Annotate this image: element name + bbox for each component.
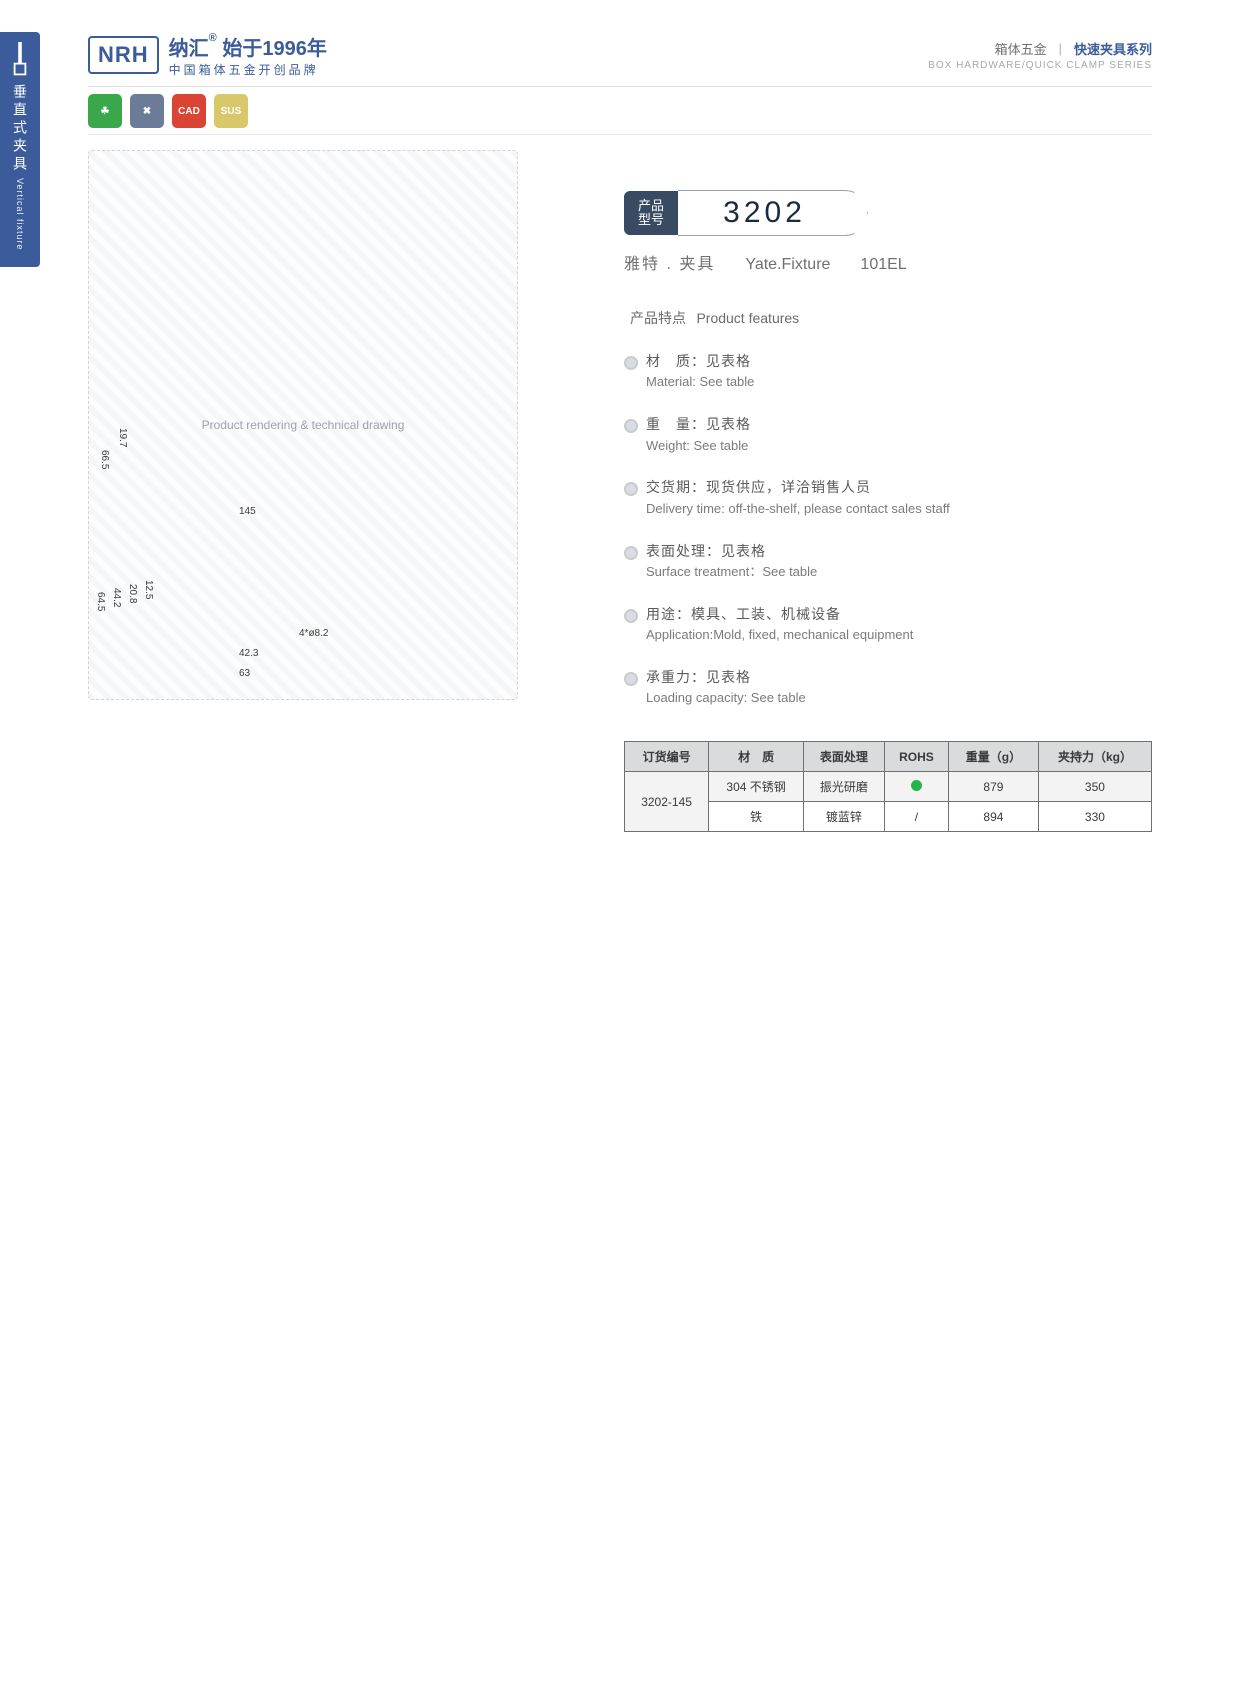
feature-cn: 材 质：见表格 — [646, 353, 751, 369]
rohs-dot-icon — [911, 780, 922, 791]
features-title-en: Product features — [696, 310, 799, 326]
features-title: 产品特点 Product features — [624, 308, 1152, 328]
badge-label: 产品 型号 — [624, 191, 678, 236]
header-right: 箱体五金 | 快速夹具系列 BOX HARDWARE/QUICK CLAMP S… — [928, 39, 1152, 71]
feature-cn: 表面处理：见表格 — [646, 543, 766, 559]
left-column: Product rendering & technical drawing 14… — [88, 150, 608, 832]
table-cell: 镀蓝锌 — [804, 802, 885, 832]
table-header-cell: 订货编号 — [625, 742, 709, 772]
feature-item: 交货期：现货供应，详洽销售人员 Delivery time: off-the-sh… — [624, 466, 1152, 529]
spec-table: 订货编号材 质表面处理ROHS重量（g）夹持力（kg） 3202-145304 … — [624, 741, 1152, 832]
feature-cn: 用途：模具、工装、机械设备 — [646, 606, 841, 622]
feature-en: Application:Mold, fixed, mechanical equi… — [646, 625, 1152, 646]
badge-code: 3202 — [678, 190, 868, 236]
brand-r: ® — [209, 32, 217, 44]
badge-tools-icon: ✖ — [130, 94, 164, 128]
dim-66: 66.5 — [99, 450, 110, 469]
brand-subline: 中国箱体五金开创品牌 — [169, 61, 327, 78]
technical-drawing: Product rendering & technical drawing 14… — [88, 150, 518, 700]
side-tab-en: Vertical fixture — [15, 178, 25, 251]
features-list: 材 质：见表格 Material: See table 重 量：见表格 Weight:… — [624, 340, 1152, 719]
feature-cn: 承重力：见表格 — [646, 669, 751, 685]
dim-holes: 4*ø8.2 — [299, 628, 328, 639]
table-cell: 894 — [949, 802, 1039, 832]
header-divider — [88, 86, 1152, 87]
feature-item: 承重力：见表格 Loading capacity: See table — [624, 656, 1152, 719]
cell-partno: 3202-145 — [625, 772, 709, 832]
clamp-icon — [11, 42, 29, 78]
header-cn1: 箱体五金 — [995, 39, 1047, 58]
feature-item: 用途：模具、工装、机械设备 Application:Mold, fixed, me… — [624, 593, 1152, 656]
drawing-caption: Product rendering & technical drawing — [202, 418, 405, 432]
table-header-row: 订货编号材 质表面处理ROHS重量（g）夹持力（kg） — [625, 742, 1152, 772]
main: Product rendering & technical drawing 14… — [88, 150, 1152, 832]
product-subtitle: 雅特 . 夹具 Yate.Fixture 101EL — [624, 250, 1152, 274]
table-cell: 振光研磨 — [804, 772, 885, 802]
side-tab-cn: 垂直式夹具 — [10, 84, 30, 174]
feature-en: Surface treatment：See table — [646, 562, 1152, 583]
header-cn2: 快速夹具系列 — [1074, 39, 1152, 58]
feature-item: 材 质：见表格 Material: See table — [624, 340, 1152, 403]
features-title-cn: 产品特点 — [630, 310, 686, 326]
table-header-cell: 夹持力（kg） — [1038, 742, 1151, 772]
header-sep: | — [1059, 41, 1062, 56]
feature-en: Material: See table — [646, 372, 1152, 393]
dim-145: 145 — [239, 506, 256, 517]
dim-12: 12.5 — [143, 580, 154, 599]
table-cell: / — [884, 802, 948, 832]
table-cell: 铁 — [709, 802, 804, 832]
dim-64: 64.5 — [95, 592, 106, 611]
feature-en: Loading capacity: See table — [646, 688, 1152, 709]
side-tab: 垂直式夹具 Vertical fixture — [0, 32, 40, 267]
dim-63: 63 — [239, 668, 250, 679]
subtitle-cn: 雅特 . 夹具 — [624, 250, 715, 274]
brand-tagline: 始于1996年 — [222, 38, 327, 60]
right-column: 产品 型号 3202 雅特 . 夹具 Yate.Fixture 101EL 产品… — [608, 150, 1152, 832]
badge-eco-icon: ☘ — [88, 94, 122, 128]
icon-row: ☘✖CADSUS — [88, 94, 248, 128]
header-en: BOX HARDWARE/QUICK CLAMP SERIES — [928, 60, 1152, 71]
feature-item: 表面处理：见表格 Surface treatment：See table — [624, 530, 1152, 593]
dim-20: 20.8 — [127, 584, 138, 603]
feature-cn: 重 量：见表格 — [646, 416, 751, 432]
table-row: 3202-145304 不锈钢振光研磨879350 — [625, 772, 1152, 802]
table-body: 3202-145304 不锈钢振光研磨 879350 铁镀蓝锌/894330 — [625, 772, 1152, 832]
product-badge: 产品 型号 3202 — [624, 190, 1152, 236]
table-cell: 350 — [1038, 772, 1151, 802]
badge-SUS-icon: SUS — [214, 94, 248, 128]
feature-cn: 交货期：现货供应，详洽销售人员 — [646, 479, 871, 495]
subtitle-model: 101EL — [860, 256, 906, 274]
table-cell: 330 — [1038, 802, 1151, 832]
brand-cn: 纳汇 — [169, 38, 209, 60]
logo-text: 纳汇® 始于1996年 中国箱体五金开创品牌 — [169, 32, 327, 78]
page-header: NRH 纳汇® 始于1996年 中国箱体五金开创品牌 箱体五金 | 快速夹具系列… — [88, 32, 1152, 78]
icon-divider — [88, 134, 1152, 135]
table-cell: 304 不锈钢 — [709, 772, 804, 802]
feature-item: 重 量：见表格 Weight: See table — [624, 403, 1152, 466]
table-header-cell: ROHS — [884, 742, 948, 772]
subtitle-en: Yate.Fixture — [745, 256, 830, 274]
logo-mark: NRH — [88, 36, 159, 74]
table-cell: 879 — [949, 772, 1039, 802]
feature-en: Weight: See table — [646, 436, 1152, 457]
dim-44: 44.2 — [111, 588, 122, 607]
table-header-cell: 重量（g） — [949, 742, 1039, 772]
table-header-cell: 表面处理 — [804, 742, 885, 772]
table-cell — [884, 772, 948, 802]
table-header-cell: 材 质 — [709, 742, 804, 772]
badge-CAD-icon: CAD — [172, 94, 206, 128]
dim-42: 42.3 — [239, 648, 258, 659]
feature-en: Delivery time: off-the-shelf, please con… — [646, 499, 1152, 520]
dim-19: 19.7 — [117, 428, 128, 447]
